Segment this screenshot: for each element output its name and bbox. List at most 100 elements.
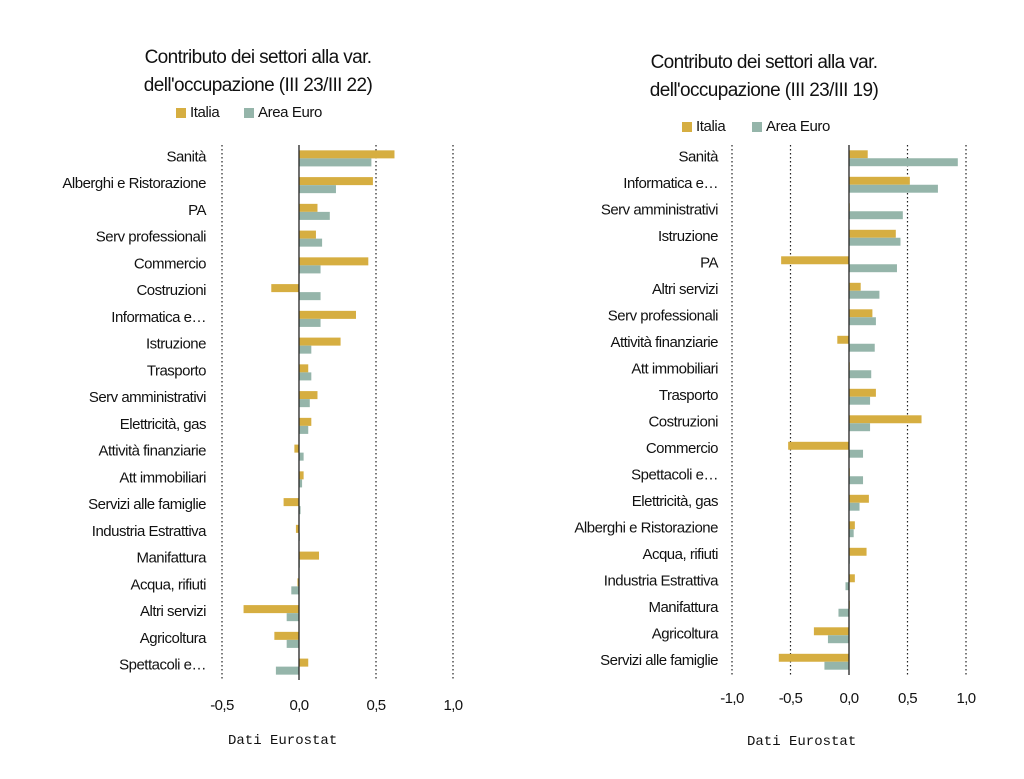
right-category-label: Industria Estrattiva [604, 572, 719, 589]
right-tick-label: 1,0 [956, 690, 975, 707]
chart-right: Contributo dei settori alla var. dell'occ… [574, 52, 976, 750]
left-bar-area-euro [286, 613, 299, 622]
left-bar-area-euro [299, 185, 336, 194]
left-bar-area-euro [299, 506, 301, 515]
left-bar-area-euro [299, 211, 330, 220]
left-legend-swatch-area-euro [244, 108, 254, 118]
right-title-line-1: Contributo dei settori alla var. [651, 52, 878, 73]
left-bar-area-euro [291, 586, 299, 595]
left-tick-label: 1,0 [443, 697, 462, 714]
left-bar-italia [299, 658, 309, 667]
right-bar-italia [849, 415, 922, 424]
left-bar-italia [299, 391, 318, 400]
left-bar-italia [295, 524, 299, 533]
right-category-label: Commercio [646, 440, 718, 457]
left-category-label: Commercio [134, 255, 206, 272]
right-category-label: Att immobiliari [631, 360, 718, 377]
left-bar-italia [299, 310, 356, 319]
left-bar-area-euro [299, 292, 321, 301]
right-category-label: PA [700, 254, 718, 271]
left-category-label: Costruzioni [136, 282, 206, 299]
left-bar-italia [299, 230, 316, 239]
left-legend-label-area-euro: Area Euro [258, 104, 322, 121]
left-category-label: Elettricità, gas [120, 416, 206, 433]
left-tick-label: -0,5 [210, 697, 234, 714]
right-bar-area-euro [849, 529, 854, 538]
right-category-label: Costruzioni [648, 413, 718, 430]
right-bar-italia [813, 627, 849, 636]
left-category-label: Attività finanziarie [98, 443, 206, 460]
left-category-label: Istruzione [146, 336, 206, 353]
left-source-note: Dati Eurostat [228, 733, 337, 749]
right-category-label: Attività finanziarie [610, 334, 718, 351]
right-source-note: Dati Eurostat [747, 734, 856, 750]
left-bar-italia [299, 417, 312, 426]
right-bar-area-euro [849, 290, 880, 299]
right-bar-area-euro [845, 582, 849, 591]
right-tick-label: 0,0 [839, 690, 858, 707]
right-bar-area-euro [849, 476, 864, 485]
right-bar-italia [849, 229, 896, 238]
right-legend-label-area-euro: Area Euro [766, 118, 830, 135]
right-category-label: Informatica e… [623, 175, 718, 192]
left-category-label: Serv professionali [96, 229, 206, 246]
right-bar-area-euro [849, 502, 860, 511]
left-tick-label: 0,5 [366, 697, 385, 714]
right-bar-area-euro [827, 635, 849, 644]
right-bar-italia [778, 653, 849, 662]
right-bar-italia [849, 388, 876, 397]
right-bar-area-euro [849, 237, 901, 246]
right-tick-label: -0,5 [779, 690, 803, 707]
left-bar-area-euro [299, 238, 323, 247]
right-bar-italia [849, 150, 868, 159]
right-category-label: Alberghi e Ristorazione [574, 519, 718, 536]
right-bar-area-euro [838, 608, 849, 617]
left-legend-swatch-italia [176, 108, 186, 118]
left-bar-area-euro [299, 265, 321, 274]
right-bar-area-euro [849, 317, 876, 326]
right-bar-italia [849, 547, 867, 556]
right-bar-italia [849, 282, 861, 291]
left-bar-italia [299, 364, 309, 373]
left-category-label: Serv amministrativi [89, 389, 206, 406]
right-legend-label-italia: Italia [696, 118, 726, 135]
left-category-label: Spettacoli e… [119, 657, 206, 674]
right-bar-area-euro [849, 370, 872, 379]
left-bar-italia [299, 471, 304, 480]
right-bar-area-euro [849, 264, 897, 273]
right-bar-italia [849, 494, 869, 503]
right-category-label: Servizi alle famiglie [600, 652, 718, 669]
right-bar-area-euro [849, 449, 864, 458]
left-bar-area-euro [299, 425, 309, 434]
right-category-label: Istruzione [658, 228, 718, 245]
left-bar-area-euro [299, 399, 310, 408]
left-bar-italia [299, 257, 369, 266]
right-bar-italia [781, 256, 849, 265]
right-title-line-2: dell'occupazione (III 23/III 19) [650, 80, 879, 101]
left-category-label: PA [188, 202, 206, 219]
right-category-label: Manifattura [648, 599, 719, 616]
left-bar-italia [294, 444, 299, 453]
left-bar-area-euro [299, 345, 312, 354]
left-legend-label-italia: Italia [190, 104, 220, 121]
left-bar-area-euro [299, 372, 312, 381]
left-title-line-1: Contributo dei settori alla var. [145, 47, 372, 68]
right-category-label: Acqua, rifiuti [642, 546, 718, 563]
right-bar-area-euro [849, 158, 958, 167]
chart-left: Contributo dei settori alla var. dell'occ… [62, 47, 463, 749]
left-bar-italia [299, 150, 395, 159]
left-bar-italia [299, 551, 320, 560]
left-category-label: Sanità [166, 148, 207, 165]
right-tick-label: -1,0 [720, 690, 744, 707]
left-category-label: Att immobiliari [119, 469, 206, 486]
left-category-label: Agricoltura [140, 630, 207, 647]
left-bar-italia [243, 605, 299, 614]
left-bar-area-euro [299, 479, 303, 488]
left-category-label: Trasporto [147, 362, 206, 379]
left-title-line-2: dell'occupazione (III 23/III 22) [144, 75, 373, 96]
left-bar-area-euro [286, 639, 299, 648]
left-category-label: Informatica e… [111, 309, 206, 326]
right-bar-italia [849, 574, 855, 583]
right-bar-italia [849, 176, 910, 185]
right-bar-area-euro [849, 343, 875, 352]
